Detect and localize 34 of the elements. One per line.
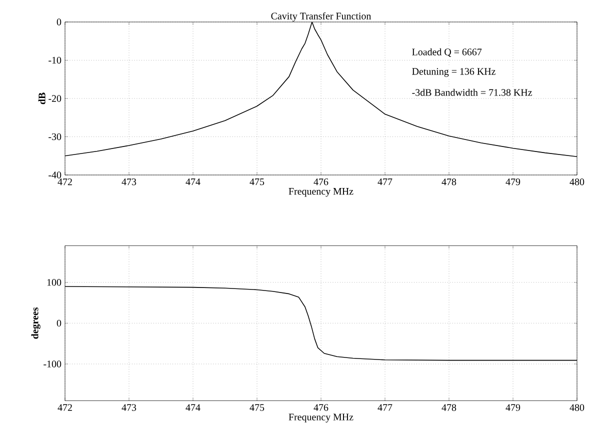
x-tick-label: 474 — [186, 404, 200, 411]
y-tick-label: 0 — [56, 320, 62, 327]
x-tick-label: 472 — [58, 178, 72, 186]
y-tick-label: -100 — [44, 360, 62, 368]
x-tick-label: 474 — [186, 178, 200, 186]
y-axis-title: degrees — [31, 307, 40, 339]
y-tick-label: 100 — [47, 279, 62, 286]
chart-title: Cavity Transfer Function — [271, 12, 372, 22]
x-tick-label: 472 — [58, 404, 72, 411]
x-tick-label: 476 — [314, 178, 328, 186]
x-tick-label: 479 — [506, 404, 520, 411]
y-tick-label: 0 — [56, 18, 62, 26]
x-tick-label: 477 — [378, 404, 392, 411]
annotation: Loaded Q = 6667 — [412, 48, 482, 57]
x-tick-label: 477 — [378, 178, 392, 186]
x-axis-title: Frequency MHz — [288, 188, 354, 197]
x-tick-label: 473 — [122, 178, 136, 186]
x-tick-label: 479 — [506, 178, 520, 186]
x-tick-label: 478 — [442, 404, 456, 411]
y-tick-label: -10 — [48, 56, 62, 64]
y-tick-label: -40 — [48, 172, 62, 178]
x-axis-title: Frequency MHz — [288, 414, 354, 422]
y-tick-label: -30 — [48, 133, 62, 140]
x-tick-label: 476 — [314, 404, 328, 411]
annotation: Detuning = 136 KHz — [412, 68, 496, 77]
x-tick-label: 480 — [570, 404, 584, 411]
y-axis-title: dB — [38, 92, 46, 104]
x-tick-label: 478 — [442, 178, 456, 186]
x-tick-label: 473 — [122, 404, 136, 411]
x-tick-label: 475 — [250, 404, 264, 411]
y-tick-label: -20 — [48, 95, 62, 102]
x-tick-label: 475 — [250, 178, 264, 186]
x-tick-label: 480 — [570, 178, 584, 186]
annotation: -3dB Bandwidth = 71.38 KHz — [412, 88, 532, 96]
